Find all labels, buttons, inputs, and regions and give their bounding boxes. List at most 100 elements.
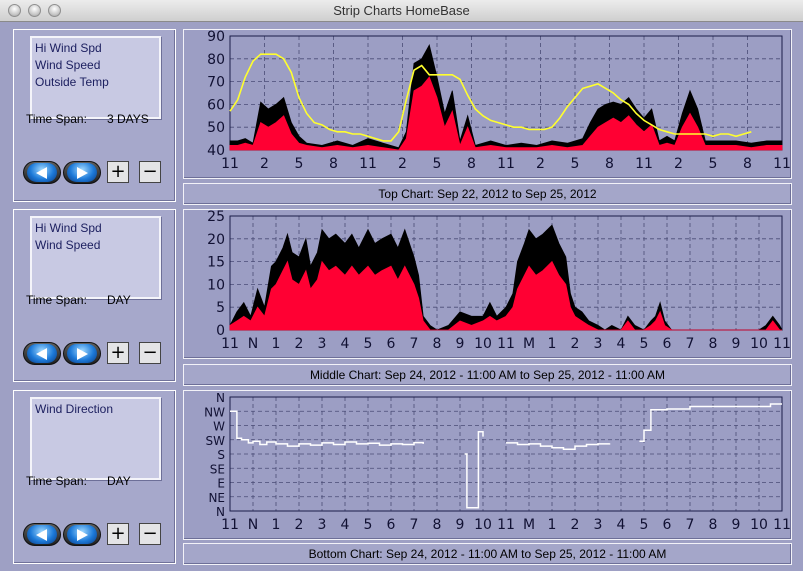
x-tick-label: 2 [398,156,407,172]
x-tick-label: 8 [433,336,442,352]
x-tick-label: 10 [750,517,768,533]
scroll-forward-button[interactable] [63,523,101,546]
x-tick-label: 8 [709,517,718,533]
left-arrow-icon [36,348,47,360]
y-tick-label: 20 [207,232,225,248]
zoom-in-button[interactable]: + [107,523,129,545]
x-tick-label: 10 [474,517,492,533]
x-tick-label: 2 [674,156,683,172]
x-tick-label: 1 [272,517,281,533]
x-tick-label: 6 [663,517,672,533]
x-tick-label: 5 [433,156,442,172]
y-tick-label: 50 [207,120,225,136]
right-arrow-icon [77,529,88,541]
y-tick-label: 80 [207,52,225,68]
scroll-back-button[interactable] [23,342,61,365]
x-tick-label: 4 [341,517,350,533]
right-arrow-icon [77,348,88,360]
x-tick-label: 11 [221,336,239,352]
bottom-chart-controls: Wind Direction Time Span: DAY + − [13,390,176,564]
y-tick-label: E [217,477,225,491]
x-tick-label: M [523,336,535,352]
time-span-value: DAY [107,474,131,488]
window-title: Strip Charts HomeBase [333,3,470,18]
grid [229,396,783,512]
y-tick-label: SE [210,462,225,476]
zoom-out-button[interactable]: − [139,523,161,545]
series-item[interactable]: Hi Wind Spd [35,41,102,55]
time-span-value: 3 DAYS [107,112,149,126]
x-tick-label: 7 [686,517,695,533]
x-tick-label: 6 [387,336,396,352]
series-item[interactable]: Outside Temp [35,75,109,89]
y-tick-label: 10 [207,277,225,293]
scroll-back-button[interactable] [23,161,61,184]
x-tick-label: 5 [571,156,580,172]
bottom-chart-frame: N NW W SW S SE E NE N 11 N 1 2 3 4 5 6 7 8 9 10 11 M 1 2 3 4 5 6 7 8 9 1… [183,390,792,540]
x-tick-label: 8 [709,336,718,352]
x-tick-label: 2 [260,156,269,172]
x-tick-label: 4 [617,517,626,533]
y-tick-label: NW [204,405,225,419]
series-wind-direction [506,442,611,451]
series-item[interactable]: Wind Speed [35,58,101,72]
x-tick-label: 9 [732,336,741,352]
top-series-list[interactable]: Hi Wind Spd Wind Speed Outside Temp [30,36,161,119]
x-tick-label: 2 [571,336,580,352]
series-item[interactable]: Hi Wind Spd [35,221,102,235]
x-tick-label: 11 [221,517,239,533]
top-chart-frame: 90 80 70 60 50 40 11 2 5 8 11 2 5 8 11 2 5 8 11 2 5 8 11 [183,29,792,179]
y-tick-label: 70 [207,75,225,91]
zoom-out-button[interactable]: − [139,342,161,364]
close-window-button[interactable] [8,4,21,17]
x-tick-label: 11 [773,156,791,172]
y-tick-label: 25 [207,210,225,225]
y-tick-label: NE [208,491,225,505]
series-wind-direction [464,431,484,509]
zoom-out-button[interactable]: − [139,161,161,183]
x-tick-label: 5 [709,156,718,172]
series-wind-speed [229,260,782,331]
x-tick-label: 11 [635,156,653,172]
zoom-in-button[interactable]: + [107,161,129,183]
scroll-back-button[interactable] [23,523,61,546]
x-tick-label: 8 [433,517,442,533]
x-tick-label: 2 [295,517,304,533]
series-wind-direction [639,403,782,443]
middle-chart-caption: Middle Chart: Sep 24, 2012 - 11:00 AM to… [183,364,792,386]
series-item[interactable]: Wind Direction [35,402,114,416]
series-item[interactable]: Wind Speed [35,238,101,252]
x-tick-label: 7 [410,517,419,533]
y-tick-label: N [216,391,225,405]
scroll-forward-button[interactable] [63,161,101,184]
x-tick-label: 4 [341,336,350,352]
middle-series-list[interactable]: Hi Wind Spd Wind Speed [30,216,161,299]
top-chart-controls: Hi Wind Spd Wind Speed Outside Temp Time… [13,29,176,202]
x-tick-label: 11 [773,517,791,533]
series-hi-wind-spd [229,44,783,151]
x-tick-label: 9 [732,517,741,533]
y-tick-label: S [217,448,225,462]
scroll-forward-button[interactable] [63,342,101,365]
title-bar: Strip Charts HomeBase [0,0,803,22]
y-tick-label: 40 [207,143,225,159]
minimize-window-button[interactable] [28,4,41,17]
x-tick-label: 1 [548,517,557,533]
x-tick-label: 3 [318,336,327,352]
x-tick-label: 7 [410,336,419,352]
series-outside-temp [229,53,752,142]
x-tick-label: 8 [605,156,614,172]
x-tick-label: 5 [295,156,304,172]
y-tick-label: SW [206,434,226,448]
bottom-series-list[interactable]: Wind Direction [30,397,161,480]
y-tick-label: 0 [216,323,225,339]
zoom-window-button[interactable] [48,4,61,17]
x-tick-label: 5 [364,336,373,352]
y-tick-label: N [216,505,225,519]
top-chart-caption: Top Chart: Sep 22, 2012 to Sep 25, 2012 [183,183,792,205]
x-tick-label: 4 [617,336,626,352]
x-tick-label: 5 [640,336,649,352]
zoom-in-button[interactable]: + [107,342,129,364]
x-tick-label: 3 [318,517,327,533]
